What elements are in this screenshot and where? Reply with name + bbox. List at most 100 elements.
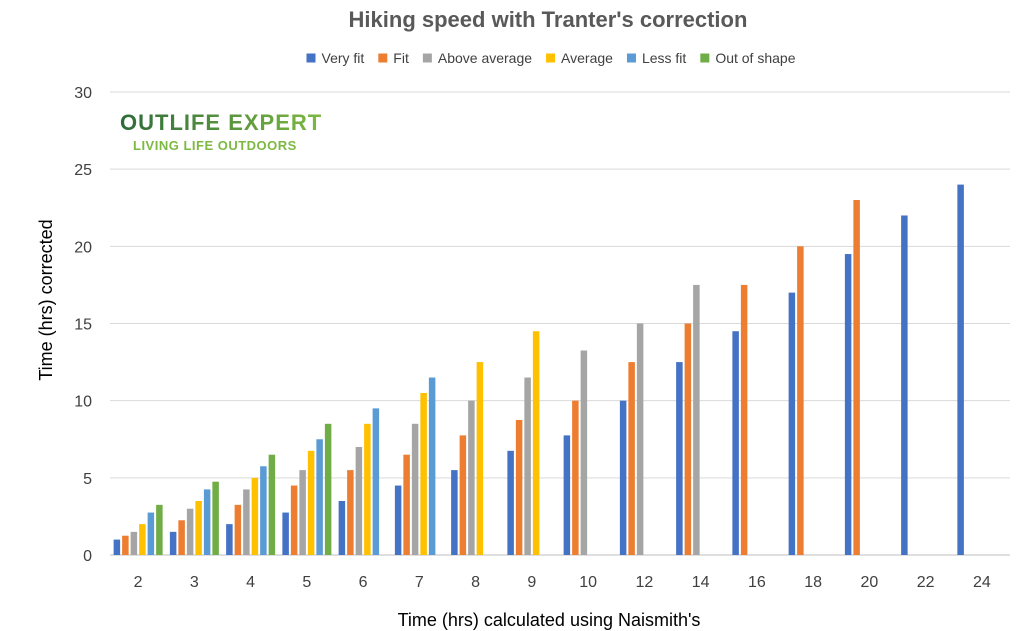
x-tick-label: 2 [134,574,143,591]
bar-above-average [186,508,194,555]
legend-swatch-less-fit [626,53,636,63]
bar-fit [290,485,298,555]
bar-very-fit [169,531,177,555]
x-axis-ticks: 2 3 4 5 6 7 8 9 10 12 14 16 18 20 22 24 [134,574,991,591]
legend-label-very-fit: Very fit [322,50,365,66]
bar-fit [122,535,129,555]
x-tick-label: 16 [748,574,766,591]
bar-less-fit [147,512,155,555]
legend-label-fit: Fit [393,50,409,66]
bar-very-fit [507,450,514,555]
bar-average [307,450,315,555]
x-tick-label: 14 [692,574,710,591]
bar-fit [403,454,410,555]
x-tick-label: 12 [635,574,653,591]
bar-fit [178,520,185,555]
bar-above-average [299,470,306,555]
x-tick-label: 8 [471,574,480,591]
bar-average [195,500,202,555]
bar-very-fit [226,524,233,555]
x-tick-label: 24 [973,574,991,591]
bar-very-fit [563,435,571,555]
bar-out-of-shape [324,423,332,555]
legend-swatch-out-of-shape [700,53,710,63]
gridlines [110,91,1010,556]
bar-less-fit [203,489,211,555]
legend-swatch-very-fit [306,53,316,63]
bar-very-fit [844,254,852,556]
bar-less-fit [260,466,267,555]
bar-above-average [636,323,644,555]
bar-average [139,524,146,555]
bar-out-of-shape [268,454,276,555]
bar-fit [347,470,354,555]
y-axis-ticks: 0 5 10 15 20 25 30 [74,85,92,565]
bar-out-of-shape [212,481,219,555]
bar-fit [515,419,523,555]
bar-above-average [130,531,138,555]
legend-label-average: Average [561,50,613,66]
bar-very-fit [394,485,402,555]
bar-fit [797,246,804,556]
bar-fit [853,200,860,556]
bar-above-average [411,423,419,555]
bar-above-average [524,377,531,555]
legend-label-above-average: Above average [438,50,532,66]
bar-very-fit [282,512,289,555]
y-tick-label: 0 [83,548,92,565]
bar-less-fit [316,439,323,555]
bar-very-fit [732,331,739,555]
x-tick-label: 6 [359,574,368,591]
bar-very-fit [619,400,627,555]
legend-swatch-fit [378,53,388,63]
bar-less-fit [428,377,436,555]
bar-fit [628,362,635,555]
bar-fit [234,504,242,555]
y-tick-label: 25 [74,162,92,179]
x-tick-label: 3 [190,574,199,591]
bar-average [420,392,427,555]
y-axis-title: Time (hrs) corrected [36,219,56,380]
legend-label-less-fit: Less fit [642,50,686,66]
bar-above-average [693,284,700,555]
bar-average [364,423,371,555]
bars [113,184,964,556]
bar-very-fit [338,500,346,555]
bar-fit [740,284,748,555]
bar-average [476,362,484,555]
legend-label-out-of-shape: Out of shape [715,50,795,66]
bar-very-fit [113,539,121,555]
bar-very-fit [676,362,683,555]
chart-title: Hiking speed with Tranter's correction [349,7,748,32]
logo-title: OUTLIFE EXPERT [120,110,322,135]
bar-above-average [355,446,363,555]
x-tick-label: 7 [415,574,424,591]
bar-above-average [580,350,588,555]
x-tick-label: 22 [917,574,935,591]
bar-fit [572,400,579,555]
x-tick-label: 10 [579,574,597,591]
bar-very-fit [901,215,908,555]
bar-average [532,331,540,555]
bar-above-average [243,489,250,555]
legend: Very fit Fit Above average Average Less fit O… [306,50,796,66]
legend-swatch-average [546,53,556,63]
x-tick-label: 20 [860,574,878,591]
bar-very-fit [788,292,796,555]
y-tick-label: 30 [74,85,92,102]
bar-very-fit [451,470,458,555]
x-tick-label: 5 [302,574,311,591]
y-tick-label: 20 [74,239,92,256]
x-tick-label: 4 [246,574,255,591]
logo: OUTLIFE EXPERT LIVING LIFE OUTDOORS [120,110,322,153]
bar-less-fit [372,408,380,555]
bar-fit [459,435,467,555]
bar-fit [684,323,692,555]
bar-very-fit [957,184,964,555]
x-axis-title: Time (hrs) calculated using Naismith's [398,610,701,630]
logo-tagline: LIVING LIFE OUTDOORS [133,138,297,153]
y-tick-label: 15 [74,317,92,334]
x-tick-label: 18 [804,574,822,591]
x-tick-label: 9 [527,574,536,591]
